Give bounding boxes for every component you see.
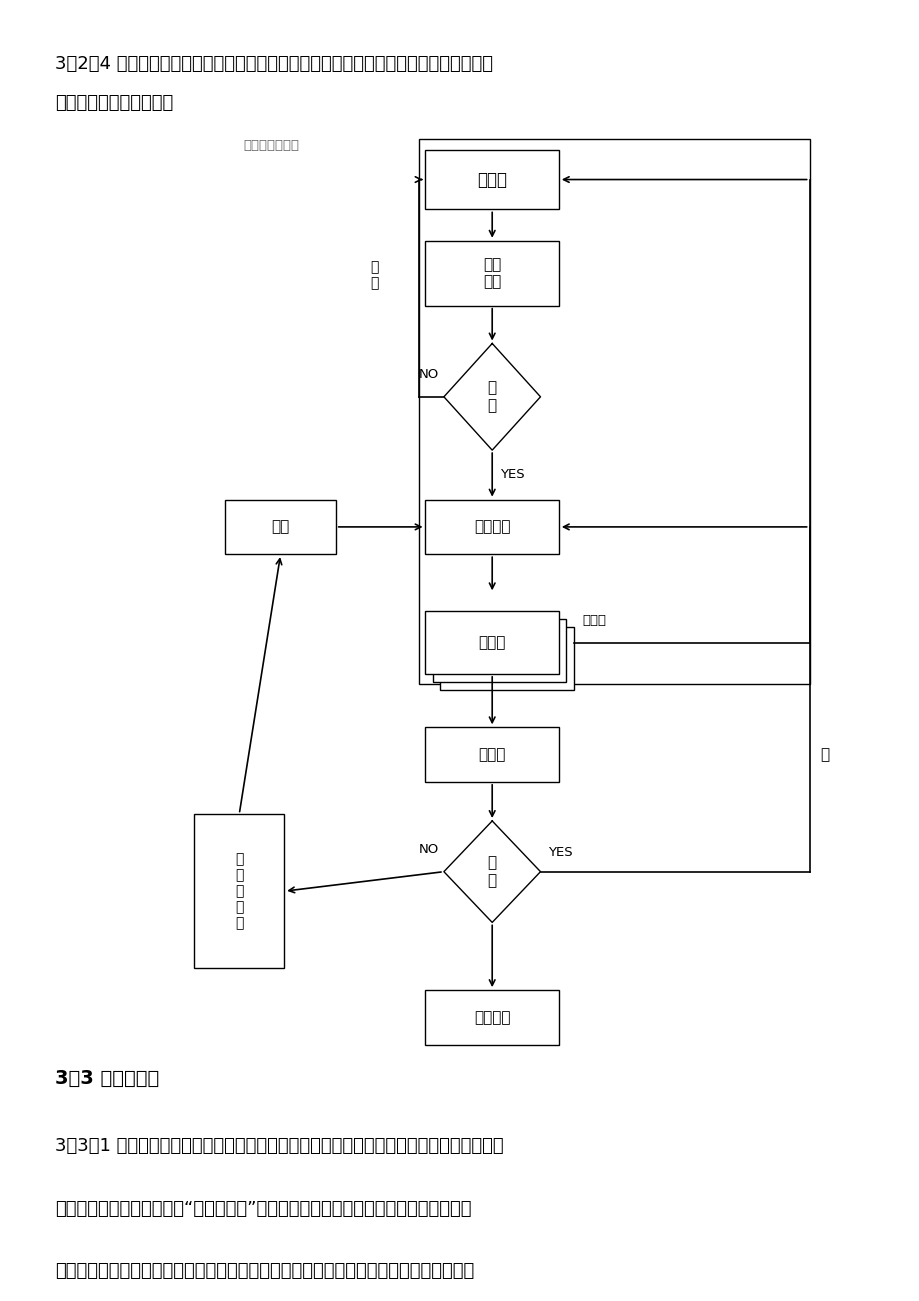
Bar bbox=[418, 139, 809, 684]
FancyBboxPatch shape bbox=[425, 611, 559, 674]
Text: 采购: 采购 bbox=[271, 519, 289, 535]
FancyBboxPatch shape bbox=[425, 150, 559, 209]
Text: NO: NO bbox=[418, 843, 439, 856]
Polygon shape bbox=[444, 821, 540, 922]
FancyBboxPatch shape bbox=[433, 619, 566, 682]
FancyBboxPatch shape bbox=[425, 241, 559, 306]
Text: 仓库
核对: 仓库 核对 bbox=[482, 258, 501, 289]
Polygon shape bbox=[444, 343, 540, 450]
FancyBboxPatch shape bbox=[440, 627, 573, 690]
Text: 产
品: 产 品 bbox=[487, 381, 496, 412]
Text: YES: YES bbox=[499, 468, 524, 481]
Text: 合
格: 合 格 bbox=[487, 856, 496, 887]
Text: 仓库签收: 仓库签收 bbox=[473, 519, 510, 535]
FancyBboxPatch shape bbox=[425, 727, 559, 782]
Text: 位置，并做好待检标识。: 位置，并做好待检标识。 bbox=[55, 94, 174, 112]
Text: 仓库收货流程图: 仓库收货流程图 bbox=[244, 139, 300, 152]
Text: 第三联: 第三联 bbox=[583, 614, 607, 627]
Text: NO: NO bbox=[418, 368, 439, 381]
Text: YES: YES bbox=[548, 846, 572, 859]
Text: 检验员: 检验员 bbox=[478, 747, 505, 762]
Text: 供应商: 供应商 bbox=[477, 170, 506, 189]
Text: 不
合
格
报
告: 不 合 格 报 告 bbox=[234, 852, 244, 930]
FancyBboxPatch shape bbox=[425, 500, 559, 554]
FancyBboxPatch shape bbox=[194, 814, 284, 968]
Text: 送货单: 送货单 bbox=[478, 635, 505, 650]
Text: 3．3．1 对于所有要组装到最终产品上的物料都需要报检，仓管员签收送货通知单后应及时: 3．3．1 对于所有要组装到最终产品上的物料都需要报检，仓管员签收送货通知单后应… bbox=[55, 1137, 504, 1155]
FancyBboxPatch shape bbox=[425, 990, 559, 1045]
FancyBboxPatch shape bbox=[225, 500, 335, 554]
Text: 做好标识: 做好标识 bbox=[473, 1010, 510, 1025]
Text: 签: 签 bbox=[820, 747, 829, 762]
Text: 3．2．4 仓管员在核对并点收完物料后要及时填写物料标签并贴在物料上面向通道的明显: 3．2．4 仓管员在核对并点收完物料后要及时填写物料标签并贴在物料上面向通道的明… bbox=[55, 55, 493, 73]
Text: 相关资料一并交给检验员，由其对物料进行检验并将检验结果（合格或不合格）填写在送: 相关资料一并交给检验员，由其对物料进行检验并将检验结果（合格或不合格）填写在送 bbox=[55, 1262, 474, 1280]
Text: 3．3 物料的报检: 3．3 物料的报检 bbox=[55, 1069, 159, 1089]
Text: 向检验员报检，报检时借用“送货通知单”第一联作为报检依据，连同供应商提供的产品: 向检验员报检，报检时借用“送货通知单”第一联作为报检依据，连同供应商提供的产品 bbox=[55, 1200, 471, 1218]
Text: 拒
收: 拒 收 bbox=[369, 260, 379, 290]
